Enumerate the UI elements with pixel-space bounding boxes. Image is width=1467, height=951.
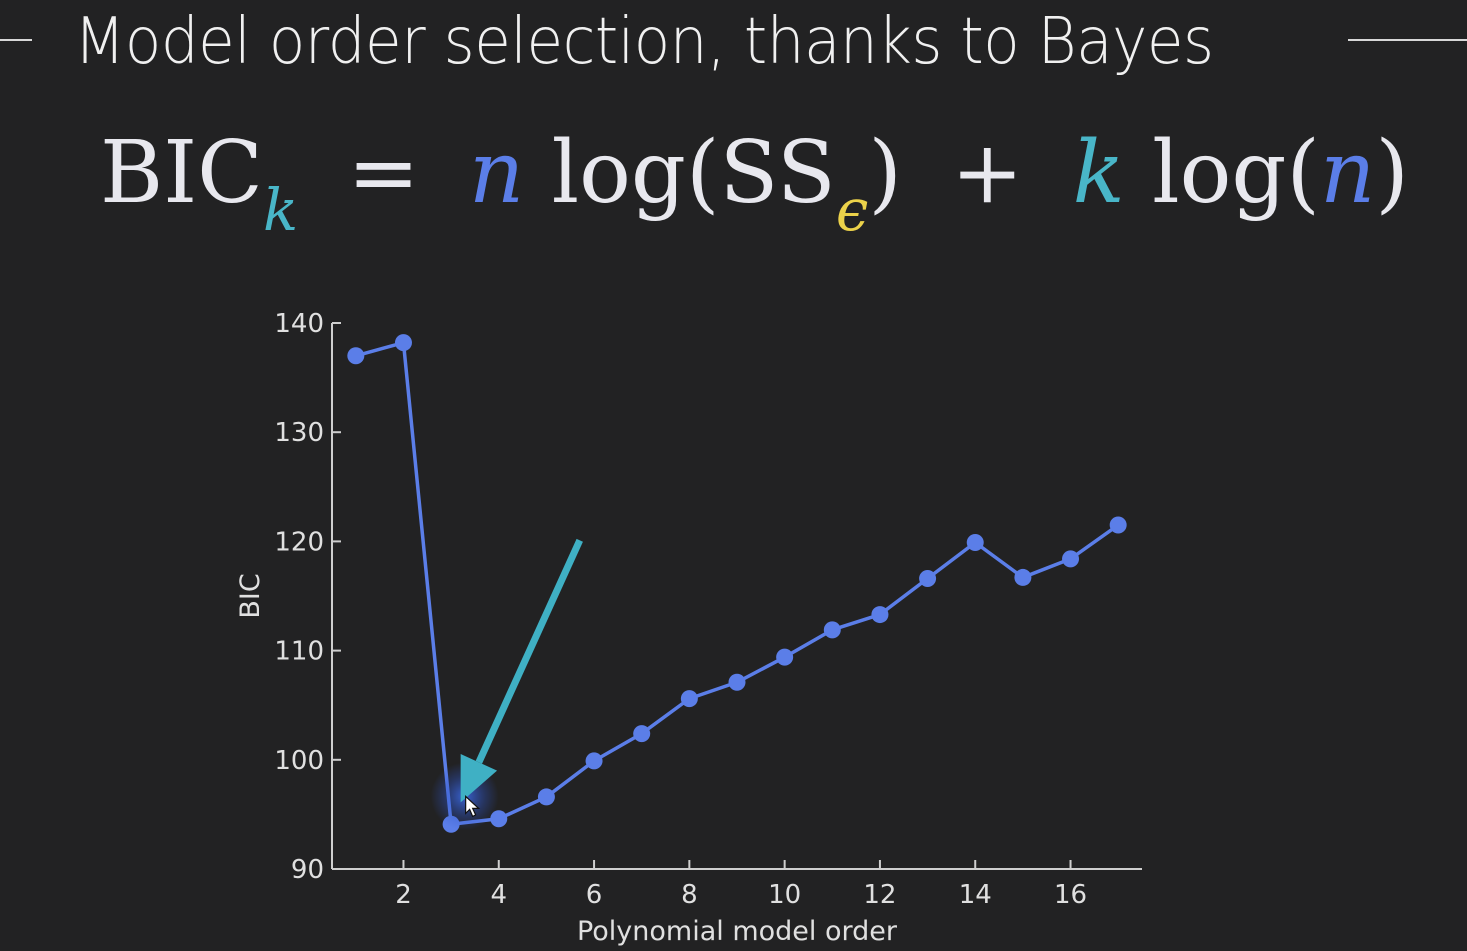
formula-epsilon: ϵ: [835, 176, 869, 244]
data-point-8: [680, 690, 698, 708]
data-point-4: [490, 810, 508, 828]
axes-layer: 90 100 110 120 130 140 2 4 6 8 10 12 14 16: [274, 309, 1142, 910]
data-point-7: [633, 725, 651, 743]
x-tick-label: 2: [395, 880, 412, 910]
arrow-shaft: [475, 538, 583, 764]
annotation-layer: [430, 538, 583, 831]
x-tick-label: 4: [490, 880, 507, 910]
data-point-15: [1014, 568, 1032, 586]
data-point-6: [585, 752, 603, 770]
y-tick-label: 110: [274, 637, 324, 667]
y-tick-label: 120: [274, 527, 324, 557]
data-point-12: [871, 606, 889, 624]
y-tick-label: 100: [274, 746, 324, 776]
data-point-16: [1062, 550, 1080, 568]
data-point-13: [919, 570, 937, 588]
formula-subscript-k: k: [262, 176, 299, 244]
y-axis-label: BIC: [235, 573, 266, 618]
data-point-10: [776, 648, 794, 666]
title-rule-right: [1348, 39, 1467, 41]
series-line: [355, 340, 1120, 826]
y-tick-label: 90: [291, 855, 324, 885]
data-point-17: [1109, 516, 1127, 534]
formula-k: k: [1072, 123, 1125, 223]
formula-n-2: n: [1319, 123, 1376, 223]
y-tick-label: 140: [274, 309, 324, 339]
x-tick-label: 12: [863, 880, 896, 910]
x-axis-label: Polynomial model order: [577, 916, 898, 947]
bic-formula: BICk = n log(SSϵ) + k log(n): [100, 118, 1409, 248]
data-point-5: [537, 788, 555, 806]
title-rule-left: [0, 39, 32, 41]
x-tick-label: 10: [768, 880, 801, 910]
x-tick-label: 14: [959, 880, 992, 910]
data-point-11: [823, 621, 841, 639]
data-point-14: [966, 533, 984, 551]
formula-close-paren-1: ): [868, 123, 902, 223]
formula-log-n: log(: [1152, 123, 1320, 223]
data-point-1: [347, 347, 365, 365]
x-tick-label: 8: [681, 880, 698, 910]
mouse-cursor-icon: [465, 795, 481, 818]
formula-n: n: [468, 123, 525, 223]
formula-log-ss: log(SS: [551, 123, 836, 223]
x-tick-label: 16: [1054, 880, 1087, 910]
formula-bic: BIC: [100, 123, 263, 223]
formula-close-paren-2: ): [1375, 123, 1409, 223]
arrow-head: [460, 754, 498, 803]
formula-plus: +: [951, 123, 1024, 223]
slide-title: Model order selection, thanks to Bayes: [74, 5, 1214, 79]
slide-title-bar: Model order selection, thanks to Bayes: [0, 0, 1467, 90]
formula-equals: =: [347, 123, 420, 223]
data-point-2: [394, 334, 412, 352]
x-tick-label: 6: [586, 880, 603, 910]
data-point-9: [728, 673, 746, 691]
y-tick-label: 130: [274, 418, 324, 448]
